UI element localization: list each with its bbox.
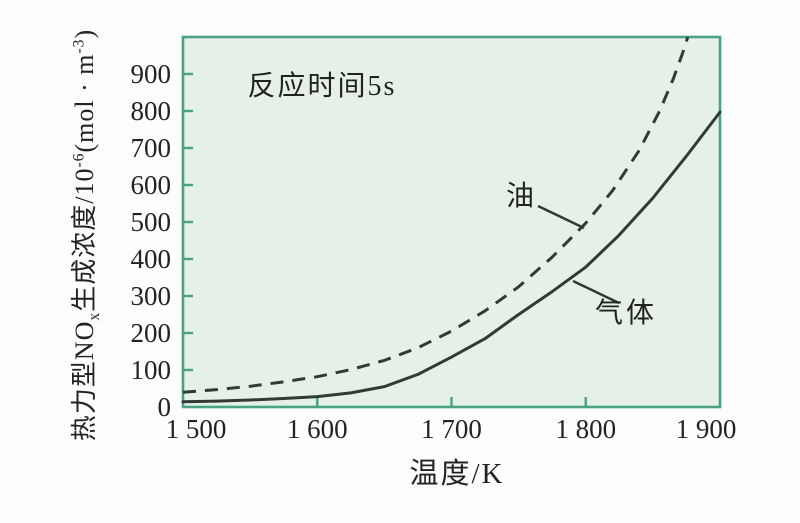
y-axis-label-superscript: -3: [70, 38, 88, 54]
gas-callout-line: [572, 279, 620, 305]
curve-gas: [181, 110, 722, 404]
y-tick-label: 700: [130, 133, 172, 163]
y-tick-label: 100: [130, 355, 172, 385]
x-tick-label: 1 800: [555, 414, 617, 444]
annotation-reaction-time: 反应时间5s: [247, 71, 397, 102]
y-axis-label-part: ): [69, 28, 99, 39]
x-tick-label: 1 600: [286, 414, 348, 444]
curve-oil: [182, 36, 690, 394]
axis-ticks: [184, 72, 587, 406]
y-tick-label: 200: [130, 318, 172, 348]
y-tick-label: 300: [130, 281, 172, 311]
y-tick-label: 0: [157, 392, 172, 422]
y-tick-label: 900: [130, 59, 172, 89]
x-tick-label: 1 700: [421, 414, 482, 444]
y-tick-label: 500: [130, 207, 172, 237]
y-tick-label: 600: [130, 170, 172, 200]
series-label-oil: 油: [505, 181, 535, 212]
oil-callout-line: [537, 204, 585, 230]
y-tick-label: 800: [130, 96, 172, 126]
y-tick-label: 400: [130, 244, 172, 274]
curve-lines: [181, 36, 722, 404]
x-axis-label: 温度/K: [409, 458, 505, 490]
x-tick-label: 1 500: [165, 414, 227, 444]
series-label-gas: 气体: [594, 298, 658, 329]
x-tick-label: 1 900: [675, 414, 737, 444]
